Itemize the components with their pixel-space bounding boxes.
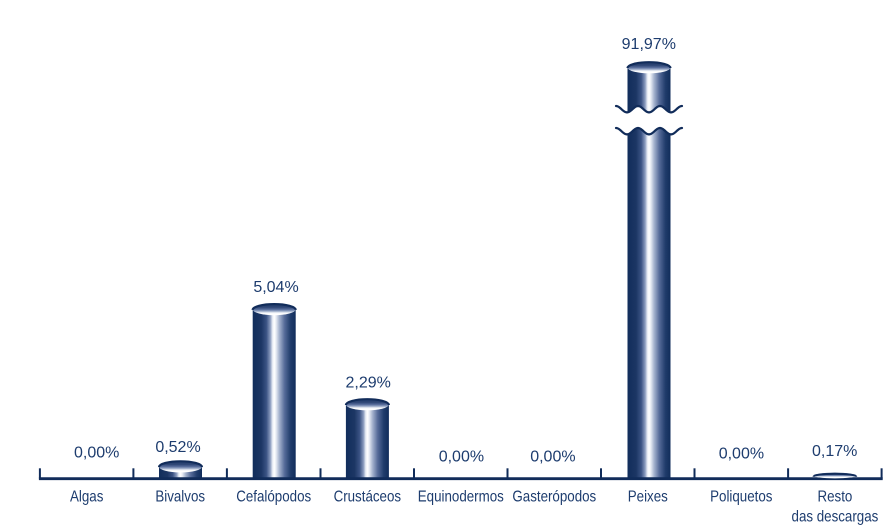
svg-text:das descargas: das descargas — [792, 508, 879, 525]
svg-text:Bivalvos: Bivalvos — [155, 488, 205, 505]
svg-text:Algas: Algas — [70, 488, 103, 505]
svg-text:91,97%: 91,97% — [622, 36, 676, 53]
svg-text:Gasterópodos: Gasterópodos — [512, 488, 596, 505]
svg-text:0,00%: 0,00% — [530, 449, 575, 466]
svg-text:Cefalópodos: Cefalópodos — [236, 488, 311, 505]
svg-text:0,52%: 0,52% — [155, 439, 200, 456]
svg-text:Equinodermos: Equinodermos — [418, 488, 504, 505]
svg-text:0,00%: 0,00% — [74, 444, 119, 461]
svg-text:Poliquetos: Poliquetos — [710, 488, 772, 505]
svg-text:0,00%: 0,00% — [439, 449, 484, 466]
svg-text:2,29%: 2,29% — [346, 375, 391, 392]
svg-text:0,17%: 0,17% — [812, 443, 857, 460]
svg-text:Crustáceos: Crustáceos — [334, 488, 401, 505]
svg-text:Peixes: Peixes — [628, 488, 668, 505]
svg-text:0,00%: 0,00% — [719, 446, 764, 463]
svg-text:Resto: Resto — [817, 488, 852, 505]
svg-text:5,04%: 5,04% — [253, 279, 298, 296]
